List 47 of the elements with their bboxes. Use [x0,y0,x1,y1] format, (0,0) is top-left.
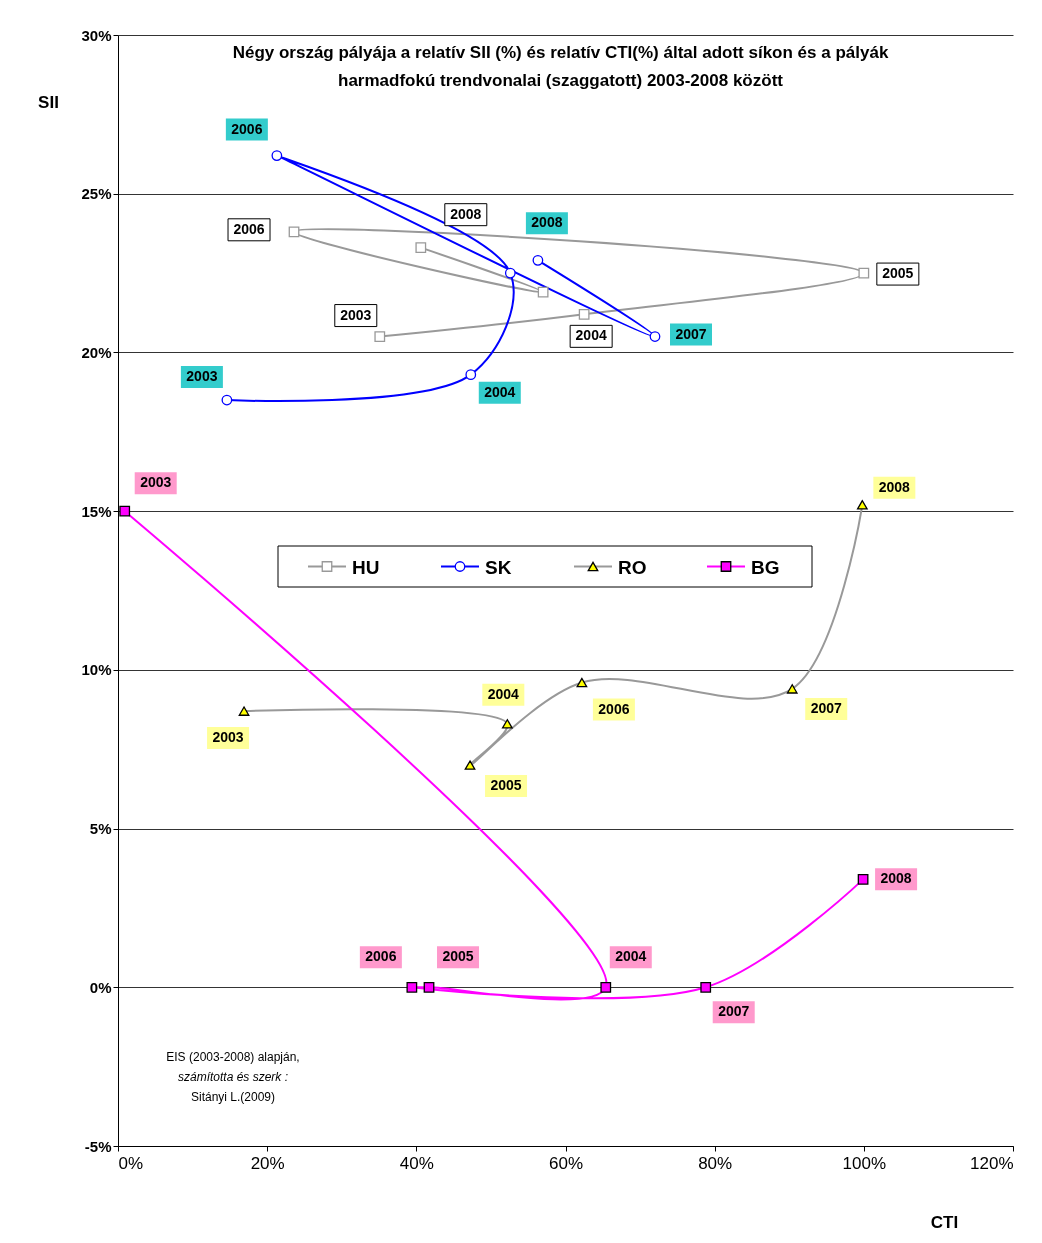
legend-label: RO [618,556,647,578]
annotation: 2003 [186,368,218,385]
annotation: 2004 [575,327,607,344]
x-tick-label: 60% [548,1153,584,1173]
y-tick-label: 20% [81,343,112,361]
x-tick-label: 120% [970,1153,1014,1173]
x-tick-label: 20% [250,1153,285,1173]
annotation: 2005 [490,777,522,794]
annotation: 2004 [487,685,520,702]
annotation: 2007 [675,325,707,342]
annotation: 2007 [718,1003,750,1020]
annotation: 2004 [484,383,516,400]
annotation: 2008 [880,870,912,887]
annotation: 2006 [365,948,397,965]
annotation: 2007 [810,699,843,716]
annotation: 2005 [442,948,474,965]
y-axis-title: SII [38,92,59,112]
y-tick-label: 15% [81,502,112,520]
annotation: 2006 [233,220,265,237]
y-tick-label: 30% [81,26,112,44]
annotation: 2003 [212,729,244,746]
x-tick-label: 100% [842,1153,887,1173]
annotation: számította és szerk : [177,1070,289,1084]
y-tick-label: 10% [81,661,112,679]
y-tick-label: 5% [89,820,112,838]
y-tick-label: -5% [84,1137,112,1155]
x-tick-label: 40% [399,1153,434,1173]
annotation: 2006 [598,700,630,717]
annotation: 2006 [231,120,263,137]
x-tick-label: 80% [698,1153,733,1173]
y-tick-label: 0% [89,978,112,996]
annotation: 2005 [882,265,914,282]
annotation: 2008 [878,478,911,495]
annotation: Sitányi L.(2009) [190,1090,276,1104]
legend-label: HU [352,556,380,578]
annotation: 2004 [615,948,647,965]
annotation: 2003 [140,474,172,491]
annotation: 2008 [450,205,482,222]
legend-label: SK [485,556,512,578]
annotation: EIS (2003-2008) alapján, [166,1050,300,1064]
annotation: 2008 [531,214,563,231]
annotation: 2003 [340,306,372,323]
legend-label: BG [751,556,780,578]
text: Négy ország pályája a relatív SII (%) és relatív CTI(%) által adott síkon és a pályák harmadfokú trendvonalai (szaggatott) 2003-2008 között [232,43,889,90]
y-tick-label: 25% [81,185,112,203]
x-tick-label: 0% [118,1153,144,1173]
x-axis-title: CTI [930,1212,959,1232]
